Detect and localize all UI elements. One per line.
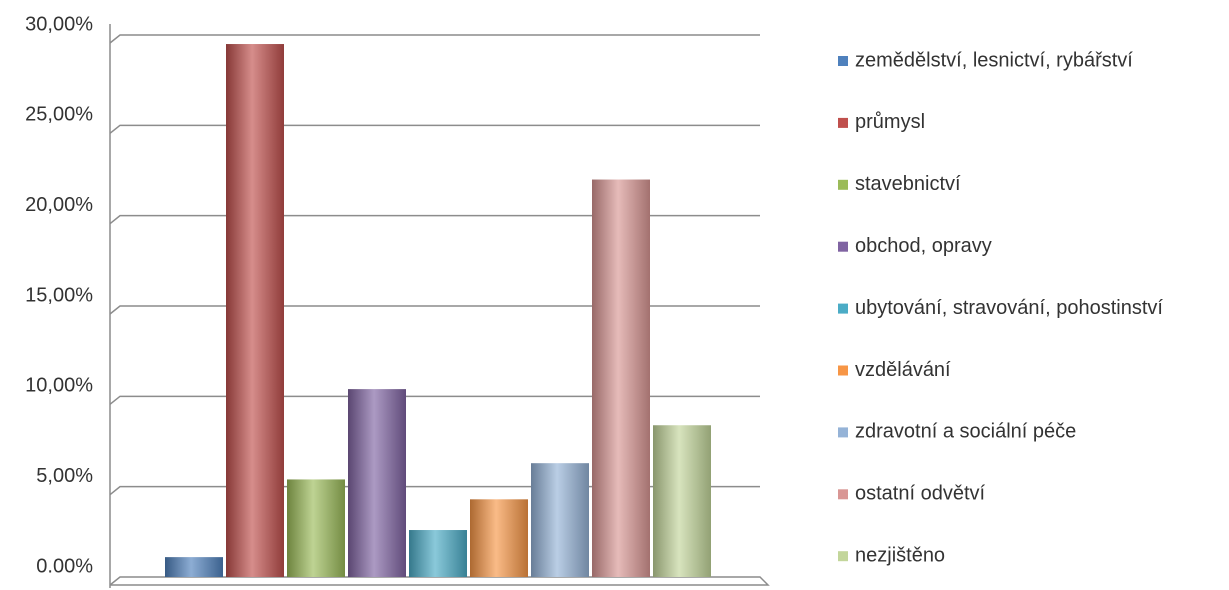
legend-label: stavebnictví bbox=[855, 173, 961, 195]
y-tick-label: 15,00% bbox=[25, 284, 93, 306]
grid-line bbox=[109, 124, 760, 134]
y-tick-label: 10,00% bbox=[25, 375, 93, 397]
bar bbox=[470, 499, 528, 577]
bar bbox=[226, 44, 284, 578]
legend-label: ubytování, stravování, pohostinství bbox=[855, 297, 1163, 319]
bar bbox=[348, 389, 406, 577]
bar bbox=[531, 463, 589, 577]
legend-swatch bbox=[838, 117, 848, 128]
legend-swatch bbox=[838, 179, 848, 190]
legend-swatch bbox=[838, 489, 848, 500]
bar bbox=[409, 530, 467, 577]
legend-label: zemědělství, lesnictví, rybářství bbox=[855, 49, 1133, 71]
legend-label: zdravotní a sociální péče bbox=[855, 421, 1076, 443]
legend-swatch bbox=[838, 365, 848, 376]
bar bbox=[287, 479, 345, 577]
grid-line bbox=[109, 576, 770, 586]
legend-label: ostatní odvětví bbox=[855, 483, 986, 505]
grid-line bbox=[109, 214, 760, 225]
legend-swatch bbox=[838, 303, 848, 314]
legend-swatch bbox=[838, 551, 848, 562]
legend-swatch bbox=[838, 241, 848, 252]
legend-swatch bbox=[838, 427, 848, 438]
grid-line bbox=[109, 395, 760, 405]
legend-label: nezjištěno bbox=[855, 544, 945, 566]
bar bbox=[653, 425, 711, 577]
y-tick-label: 20,00% bbox=[25, 194, 93, 216]
legend-label: obchod, opravy bbox=[855, 235, 992, 257]
y-tick-label: 25,00% bbox=[25, 104, 93, 126]
legend-label: vzdělávání bbox=[855, 359, 951, 381]
y-tick-label: 0.00% bbox=[36, 555, 93, 577]
grid-line bbox=[109, 34, 760, 44]
y-tick-label: 30,00% bbox=[25, 13, 93, 35]
legend-label: průmysl bbox=[855, 111, 925, 133]
y-tick-label: 5,00% bbox=[36, 465, 93, 487]
bar bbox=[592, 179, 650, 578]
grid-line bbox=[109, 305, 760, 315]
bar bbox=[165, 557, 223, 577]
legend-swatch bbox=[838, 56, 848, 66]
